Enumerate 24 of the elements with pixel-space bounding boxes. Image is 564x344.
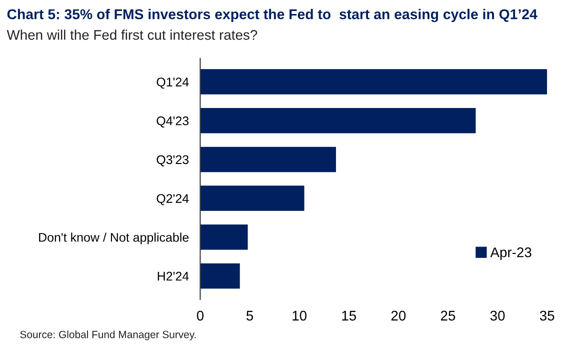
bar [200,224,248,250]
y-tick-label: Q3'23 [156,155,189,166]
x-tick-label: 20 [391,310,406,321]
bar [200,146,336,172]
x-tick-label: 10 [292,310,307,321]
x-tick-label: 35 [540,310,554,321]
source-note: Source: Global Fund Manager Survey. [20,330,196,340]
y-tick-label: H2'24 [158,272,189,281]
y-tick-label: Don't know / Not applicable [39,232,189,244]
chart-title: Chart 5: 35% of FMS investors expect the Fed to start an easing cycle in Q1’24 [7,8,538,22]
bar [200,186,304,211]
x-tick-label: 25 [440,310,456,321]
bar [200,263,240,289]
x-tick-label: 30 [490,310,505,321]
legend-label: Apr-23 [490,247,532,260]
y-tick-label: Q4'23 [156,116,189,128]
y-tick-label: Q1'24 [156,78,189,89]
x-tick-label: 15 [342,310,356,321]
chart-subtitle: When will the Fed first cut interest rates? [6,30,258,40]
bar [200,69,548,94]
bar [200,108,476,134]
x-tick-label: 0 [196,310,204,321]
x-tick-label: 5 [246,310,254,321]
y-tick-label: Q2'24 [156,194,189,206]
